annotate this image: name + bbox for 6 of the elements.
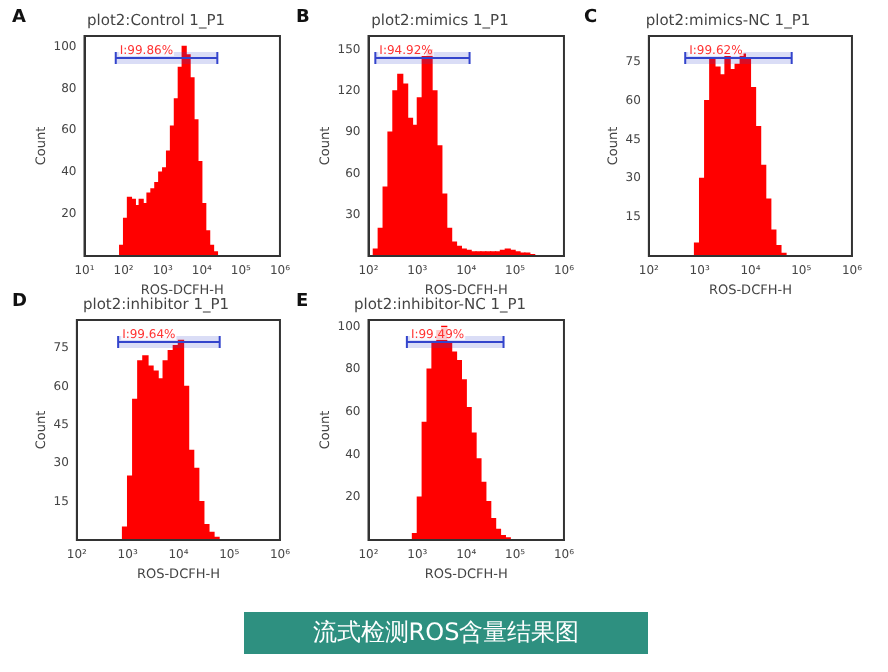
chart-subtitle: E	[296, 292, 309, 312]
chart-subtitle: B	[296, 8, 310, 28]
chart-subtitle: A	[12, 8, 26, 28]
chart-subtitle: C	[584, 8, 598, 28]
chart-subtitle: D	[12, 292, 27, 312]
text: 流式检测ROS含量结果图	[244, 612, 648, 654]
